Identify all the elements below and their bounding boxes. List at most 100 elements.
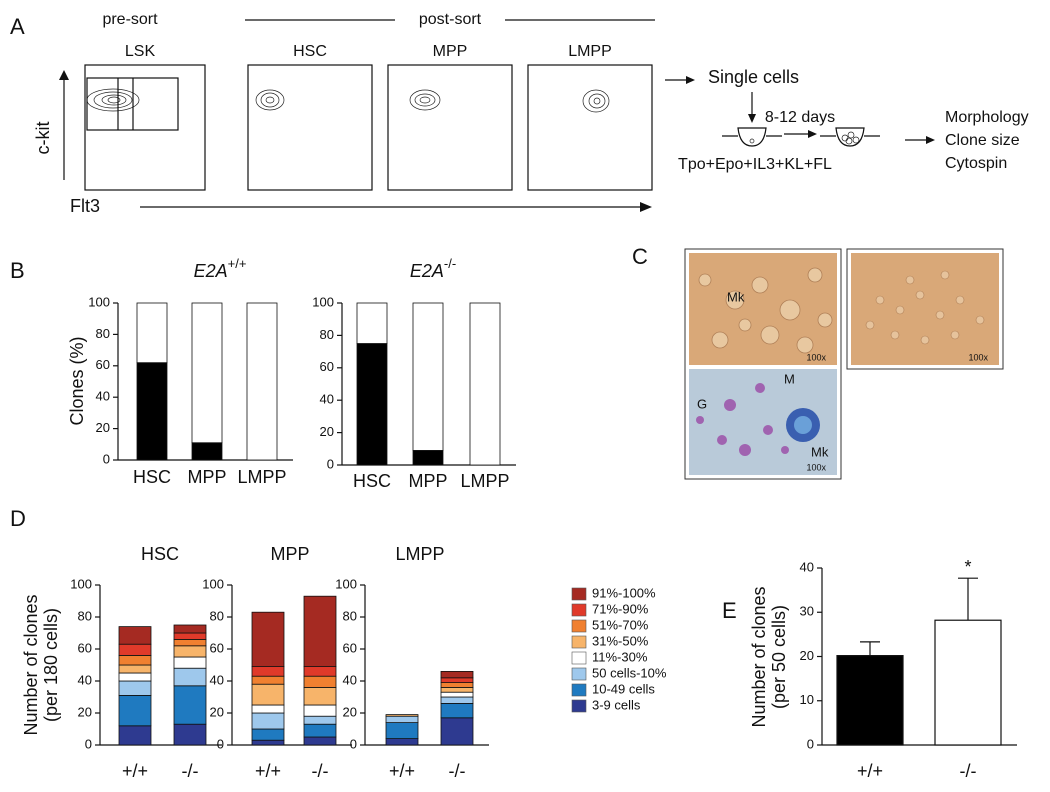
bar-segment bbox=[118, 643, 152, 656]
arrow-head bbox=[59, 70, 69, 80]
bar-segment bbox=[303, 675, 337, 688]
x-tick-label: -/- bbox=[312, 761, 329, 781]
bar-segment bbox=[191, 302, 223, 444]
bar-segment bbox=[385, 715, 419, 724]
bar-segment bbox=[303, 715, 337, 725]
workflow-text: Tpo+Epo+IL3+KL+FL bbox=[678, 156, 832, 173]
y-tick-label: 0 bbox=[807, 736, 814, 751]
legend-swatch bbox=[571, 603, 587, 617]
y-tick-label: 60 bbox=[96, 357, 110, 372]
chart-title: E2A+/+ bbox=[194, 256, 247, 280]
bar-segment bbox=[191, 442, 223, 461]
legend-label: 3-9 cells bbox=[592, 697, 641, 712]
y-tick-label: 40 bbox=[78, 672, 92, 687]
legend-swatch bbox=[571, 651, 587, 665]
y-tick-label: 0 bbox=[103, 451, 110, 466]
panel-label: D bbox=[10, 506, 26, 531]
title-text: E2A bbox=[410, 261, 444, 281]
legend-label: 71%-90% bbox=[592, 601, 649, 616]
y-tick-label: 0 bbox=[85, 736, 92, 751]
image-frame bbox=[846, 248, 1004, 370]
y-axis-label: Clones (%) bbox=[67, 336, 87, 425]
x-tick-label: +/+ bbox=[122, 761, 148, 781]
bar-segment bbox=[251, 683, 285, 706]
legend-label: 11%-30% bbox=[592, 649, 648, 664]
bar-segment bbox=[118, 655, 152, 666]
bar-segment bbox=[251, 611, 285, 668]
title-superscript: -/- bbox=[444, 256, 456, 271]
bar-segment bbox=[440, 687, 474, 693]
bar-segment bbox=[356, 343, 388, 466]
legend-label: 50 cells-10% bbox=[592, 665, 667, 680]
panel-label: E bbox=[722, 598, 737, 623]
bar-segment bbox=[251, 666, 285, 677]
y-tick-label: 80 bbox=[96, 326, 110, 341]
contours bbox=[86, 88, 610, 113]
title-superscript: +/+ bbox=[228, 256, 247, 271]
x-tick-label: -/- bbox=[182, 761, 199, 781]
y-axis-label: (per 180 cells) bbox=[41, 608, 61, 722]
bar-segment bbox=[118, 664, 152, 674]
y-axis-label: Number of clones bbox=[749, 586, 769, 727]
bar-segment bbox=[303, 704, 337, 717]
y-tick-label: 20 bbox=[800, 648, 814, 663]
plot-title: MPP bbox=[433, 43, 468, 60]
y-tick-label: 80 bbox=[320, 327, 334, 342]
y-tick-label: 80 bbox=[343, 608, 357, 623]
bar-segment bbox=[412, 450, 444, 466]
bar-segment bbox=[440, 703, 474, 719]
y-tick-label: 60 bbox=[343, 640, 357, 655]
y-tick-label: 0 bbox=[350, 736, 357, 751]
legend-swatch bbox=[571, 587, 587, 601]
bar-segment bbox=[303, 666, 337, 677]
image-label: Mk bbox=[727, 289, 745, 304]
bar-segment bbox=[118, 680, 152, 696]
x-tick-label: +/+ bbox=[857, 761, 883, 781]
bar-segment bbox=[385, 738, 419, 746]
bar-segment bbox=[173, 723, 207, 746]
bar-segment bbox=[440, 677, 474, 683]
x-tick-label: +/+ bbox=[389, 761, 415, 781]
x-tick-label: MPP bbox=[408, 471, 447, 491]
bar-segment bbox=[173, 632, 207, 640]
panel-c: Mk 100x G M Mk 100x 100x bbox=[684, 248, 1004, 480]
workflow-text: Cytospin bbox=[945, 155, 1007, 172]
x-tick-label: +/+ bbox=[255, 761, 281, 781]
bar-segment bbox=[173, 667, 207, 687]
bar-segment bbox=[303, 723, 337, 738]
y-tick-label: 100 bbox=[88, 294, 110, 309]
legend-label: 91%-100% bbox=[592, 585, 656, 600]
bar-segment bbox=[173, 645, 207, 658]
y-tick-label: 80 bbox=[210, 608, 224, 623]
y-tick-label: 40 bbox=[343, 672, 357, 687]
workflow-text: Morphology bbox=[945, 109, 1029, 126]
x-tick-label: LMPP bbox=[460, 471, 509, 491]
legend-label: 51%-70% bbox=[592, 617, 649, 632]
y-tick-label: 80 bbox=[78, 608, 92, 623]
y-tick-label: 40 bbox=[210, 672, 224, 687]
bar-segment bbox=[412, 302, 444, 451]
y-tick-label: 100 bbox=[70, 576, 92, 591]
panel-label: A bbox=[10, 14, 25, 39]
x-tick-label: HSC bbox=[133, 467, 171, 487]
y-tick-label: 100 bbox=[335, 576, 357, 591]
arrow-head bbox=[640, 202, 652, 212]
bar-segment bbox=[173, 639, 207, 647]
chart-title: E2A-/- bbox=[410, 256, 456, 280]
y-axis-label: c-kit bbox=[33, 122, 53, 155]
y-tick-label: 20 bbox=[320, 424, 334, 439]
image-frame bbox=[684, 248, 842, 480]
y-tick-label: 40 bbox=[96, 389, 110, 404]
panel-a: pre-sort post-sort LSK HSC MPP LMPP c-ki… bbox=[33, 11, 1029, 216]
image-label: 100x bbox=[806, 352, 826, 362]
image-label: Mk bbox=[811, 444, 829, 459]
bar-segment bbox=[440, 717, 474, 746]
cell bbox=[749, 138, 755, 144]
arrow-head bbox=[808, 130, 817, 138]
bar-segment bbox=[118, 672, 152, 682]
y-tick-label: 20 bbox=[210, 704, 224, 719]
legend-swatch bbox=[571, 699, 587, 713]
bar-segment bbox=[118, 695, 152, 727]
bar bbox=[836, 655, 904, 746]
